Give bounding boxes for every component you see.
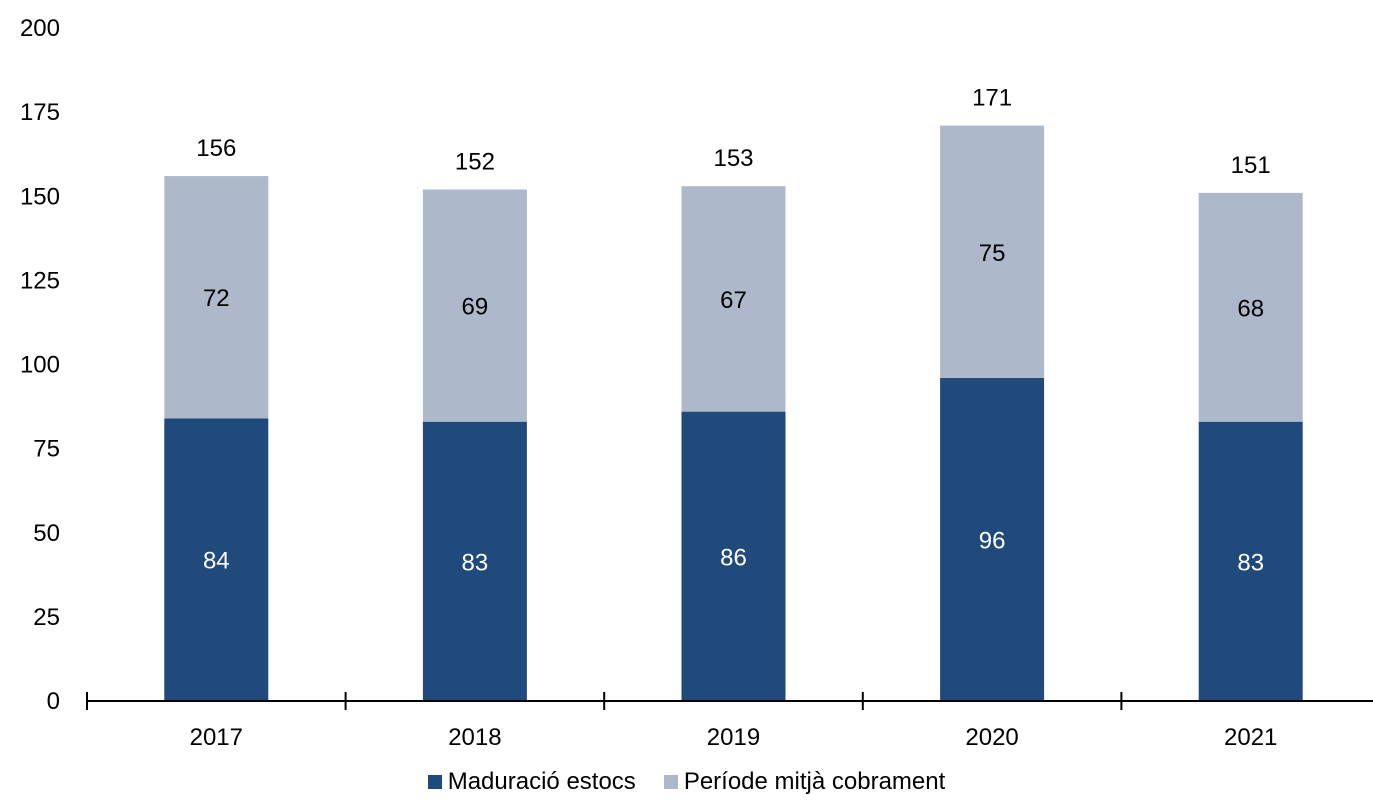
- bar-maduracio-2020: [940, 377, 1045, 701]
- bar-periode-2017: [164, 176, 269, 419]
- y-tick-label: 25: [33, 604, 60, 631]
- bar-maduracio-2019: [681, 411, 786, 701]
- y-tick-label: 175: [20, 99, 60, 126]
- bar-total-label: 152: [455, 149, 495, 176]
- x-axis: 2017 2018 2019 2020 2021: [86, 692, 1373, 751]
- legend-label: Període mitjà cobrament: [683, 768, 946, 795]
- bar-total-label: 153: [713, 145, 753, 172]
- x-tick-label: 2020: [965, 724, 1018, 751]
- bar-value-label: 68: [1237, 295, 1264, 322]
- bar-periode-2021: [1198, 192, 1303, 422]
- bar-maduracio-2018: [422, 421, 527, 701]
- x-tick-label: 2018: [448, 724, 501, 751]
- y-tick-label: 75: [33, 436, 60, 463]
- bar-value-label: 69: [462, 294, 489, 321]
- bar-value-label: 84: [203, 548, 230, 575]
- bar-value-label: 67: [720, 287, 747, 314]
- x-tick-label: 2021: [1224, 724, 1277, 751]
- y-tick-label: 100: [20, 352, 60, 379]
- bar-total-label: 151: [1231, 152, 1271, 179]
- bar-value-label: 75: [979, 240, 1006, 267]
- y-tick-label: 50: [33, 520, 60, 547]
- bar-maduracio-2017: [164, 418, 269, 701]
- legend-swatch: [427, 775, 442, 789]
- bar-value-label: 72: [203, 285, 230, 312]
- bar-value-label: 86: [720, 544, 747, 571]
- bar-total-label: 156: [196, 135, 236, 162]
- bar-periode-2019: [681, 186, 786, 412]
- x-tick-label: 2017: [190, 724, 243, 751]
- data-labels: 84 72 156 83 69 152 86 67 153 96 75 171 83 68 151: [196, 85, 1270, 577]
- legend: Maduració estocs Període mitjà cobrament: [0, 768, 1373, 796]
- legend-label: Maduració estocs: [447, 768, 636, 795]
- bar-maduracio-2021: [1198, 421, 1303, 701]
- legend-item-periode: Període mitjà cobrament: [663, 768, 946, 796]
- bars: [164, 125, 1303, 701]
- bar-value-label: 83: [462, 549, 489, 576]
- bar-total-label: 171: [972, 85, 1012, 112]
- bar-periode-2018: [422, 189, 527, 422]
- y-axis-ticks: 0 25 50 75 100 125 150 175 200: [20, 15, 60, 715]
- y-tick-label: 0: [47, 688, 60, 715]
- bar-periode-2020: [940, 125, 1045, 378]
- y-tick-label: 200: [20, 15, 60, 42]
- legend-swatch: [663, 775, 678, 789]
- x-tick-label: 2019: [707, 724, 760, 751]
- y-tick-label: 150: [20, 183, 60, 210]
- y-tick-label: 125: [20, 267, 60, 294]
- legend-item-maduracio: Maduració estocs: [427, 768, 636, 796]
- bar-value-label: 83: [1237, 549, 1264, 576]
- bar-value-label: 96: [979, 527, 1006, 554]
